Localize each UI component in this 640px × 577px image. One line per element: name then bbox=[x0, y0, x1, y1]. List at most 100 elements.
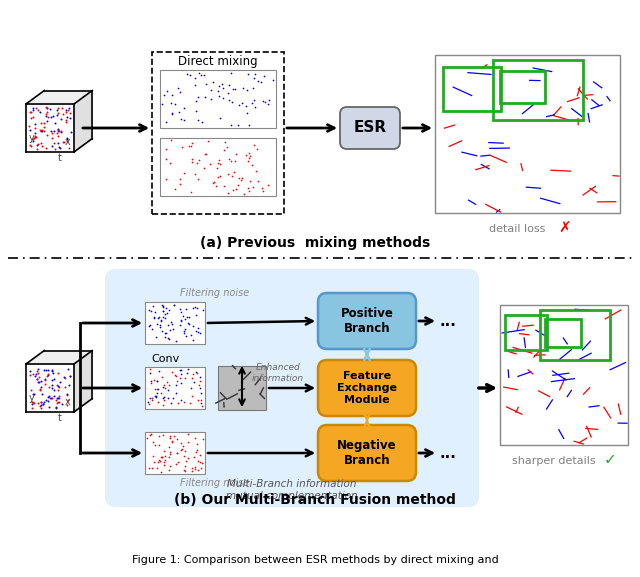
Point bbox=[142, 433, 152, 443]
Bar bbox=[152, 52, 284, 214]
Point bbox=[223, 188, 234, 197]
Point bbox=[52, 393, 62, 402]
Point bbox=[158, 394, 168, 403]
Point bbox=[227, 156, 237, 166]
Point bbox=[220, 137, 230, 147]
Point bbox=[154, 367, 164, 376]
Point bbox=[148, 452, 159, 461]
Point bbox=[41, 143, 51, 152]
Point bbox=[184, 312, 194, 321]
Point bbox=[39, 398, 49, 407]
Point bbox=[30, 132, 40, 141]
Point bbox=[163, 385, 173, 395]
Point bbox=[25, 126, 35, 135]
Point bbox=[197, 402, 207, 411]
Point bbox=[243, 157, 253, 166]
Point bbox=[42, 372, 52, 381]
Point bbox=[47, 141, 58, 151]
Text: Feature
Exchange
Module: Feature Exchange Module bbox=[337, 372, 397, 404]
Point bbox=[46, 134, 56, 143]
Bar bbox=[435, 55, 620, 213]
Point bbox=[157, 306, 168, 316]
Point bbox=[31, 370, 41, 379]
Point bbox=[241, 151, 252, 160]
Point bbox=[253, 76, 263, 85]
Point bbox=[52, 385, 63, 394]
Text: Conv: Conv bbox=[151, 354, 179, 364]
Point bbox=[191, 96, 202, 106]
Point bbox=[156, 467, 166, 477]
Point bbox=[193, 465, 203, 474]
Point bbox=[186, 158, 196, 167]
Point bbox=[179, 115, 189, 124]
Point bbox=[244, 186, 254, 196]
Point bbox=[65, 371, 75, 380]
Point bbox=[245, 177, 255, 186]
Point bbox=[152, 388, 162, 398]
Point bbox=[244, 153, 254, 163]
Point bbox=[159, 328, 170, 338]
Point bbox=[44, 403, 54, 412]
Point bbox=[165, 325, 175, 335]
Point bbox=[50, 118, 60, 127]
Point bbox=[25, 370, 35, 380]
Point bbox=[57, 400, 67, 409]
Bar bbox=[145, 432, 205, 474]
Point bbox=[47, 366, 57, 376]
Point bbox=[42, 130, 52, 140]
Point bbox=[176, 439, 186, 448]
Point bbox=[61, 107, 71, 117]
Point bbox=[182, 318, 193, 327]
Text: t: t bbox=[58, 153, 62, 163]
Point bbox=[191, 106, 201, 115]
Point bbox=[172, 434, 182, 443]
Point bbox=[163, 333, 173, 342]
Point bbox=[159, 446, 169, 455]
Point bbox=[49, 126, 59, 135]
Point bbox=[188, 321, 198, 331]
Point bbox=[176, 369, 186, 378]
Point bbox=[203, 136, 213, 145]
Point bbox=[244, 120, 254, 129]
Point bbox=[33, 368, 44, 377]
Point bbox=[177, 444, 188, 454]
Point bbox=[63, 106, 73, 115]
Point bbox=[42, 103, 52, 113]
Point bbox=[164, 334, 175, 343]
Point bbox=[160, 309, 170, 318]
Point bbox=[191, 326, 201, 335]
Point bbox=[214, 91, 225, 100]
Point bbox=[52, 125, 63, 134]
Point bbox=[145, 321, 155, 330]
Point bbox=[161, 328, 172, 338]
Point bbox=[220, 145, 230, 155]
Point bbox=[42, 107, 52, 117]
Point bbox=[193, 323, 203, 332]
Point bbox=[176, 115, 186, 124]
Point bbox=[183, 454, 193, 463]
Point bbox=[49, 391, 59, 400]
Point bbox=[157, 301, 168, 310]
Point bbox=[44, 392, 54, 401]
Point bbox=[145, 376, 156, 385]
Point bbox=[172, 377, 182, 386]
Point bbox=[150, 391, 160, 400]
Point bbox=[154, 432, 164, 441]
Point bbox=[248, 183, 259, 192]
Point bbox=[239, 189, 250, 198]
Point bbox=[228, 84, 238, 93]
Point bbox=[157, 100, 168, 109]
Text: ...: ... bbox=[440, 445, 456, 460]
Point bbox=[201, 149, 211, 158]
Point bbox=[188, 138, 198, 147]
Point bbox=[179, 466, 189, 475]
Point bbox=[244, 152, 255, 161]
Point bbox=[242, 108, 252, 118]
Point bbox=[163, 466, 173, 475]
Point bbox=[61, 134, 72, 143]
Point bbox=[49, 374, 59, 384]
Point bbox=[262, 100, 273, 109]
Point bbox=[223, 88, 233, 97]
FancyBboxPatch shape bbox=[105, 269, 479, 507]
Point bbox=[154, 440, 164, 449]
